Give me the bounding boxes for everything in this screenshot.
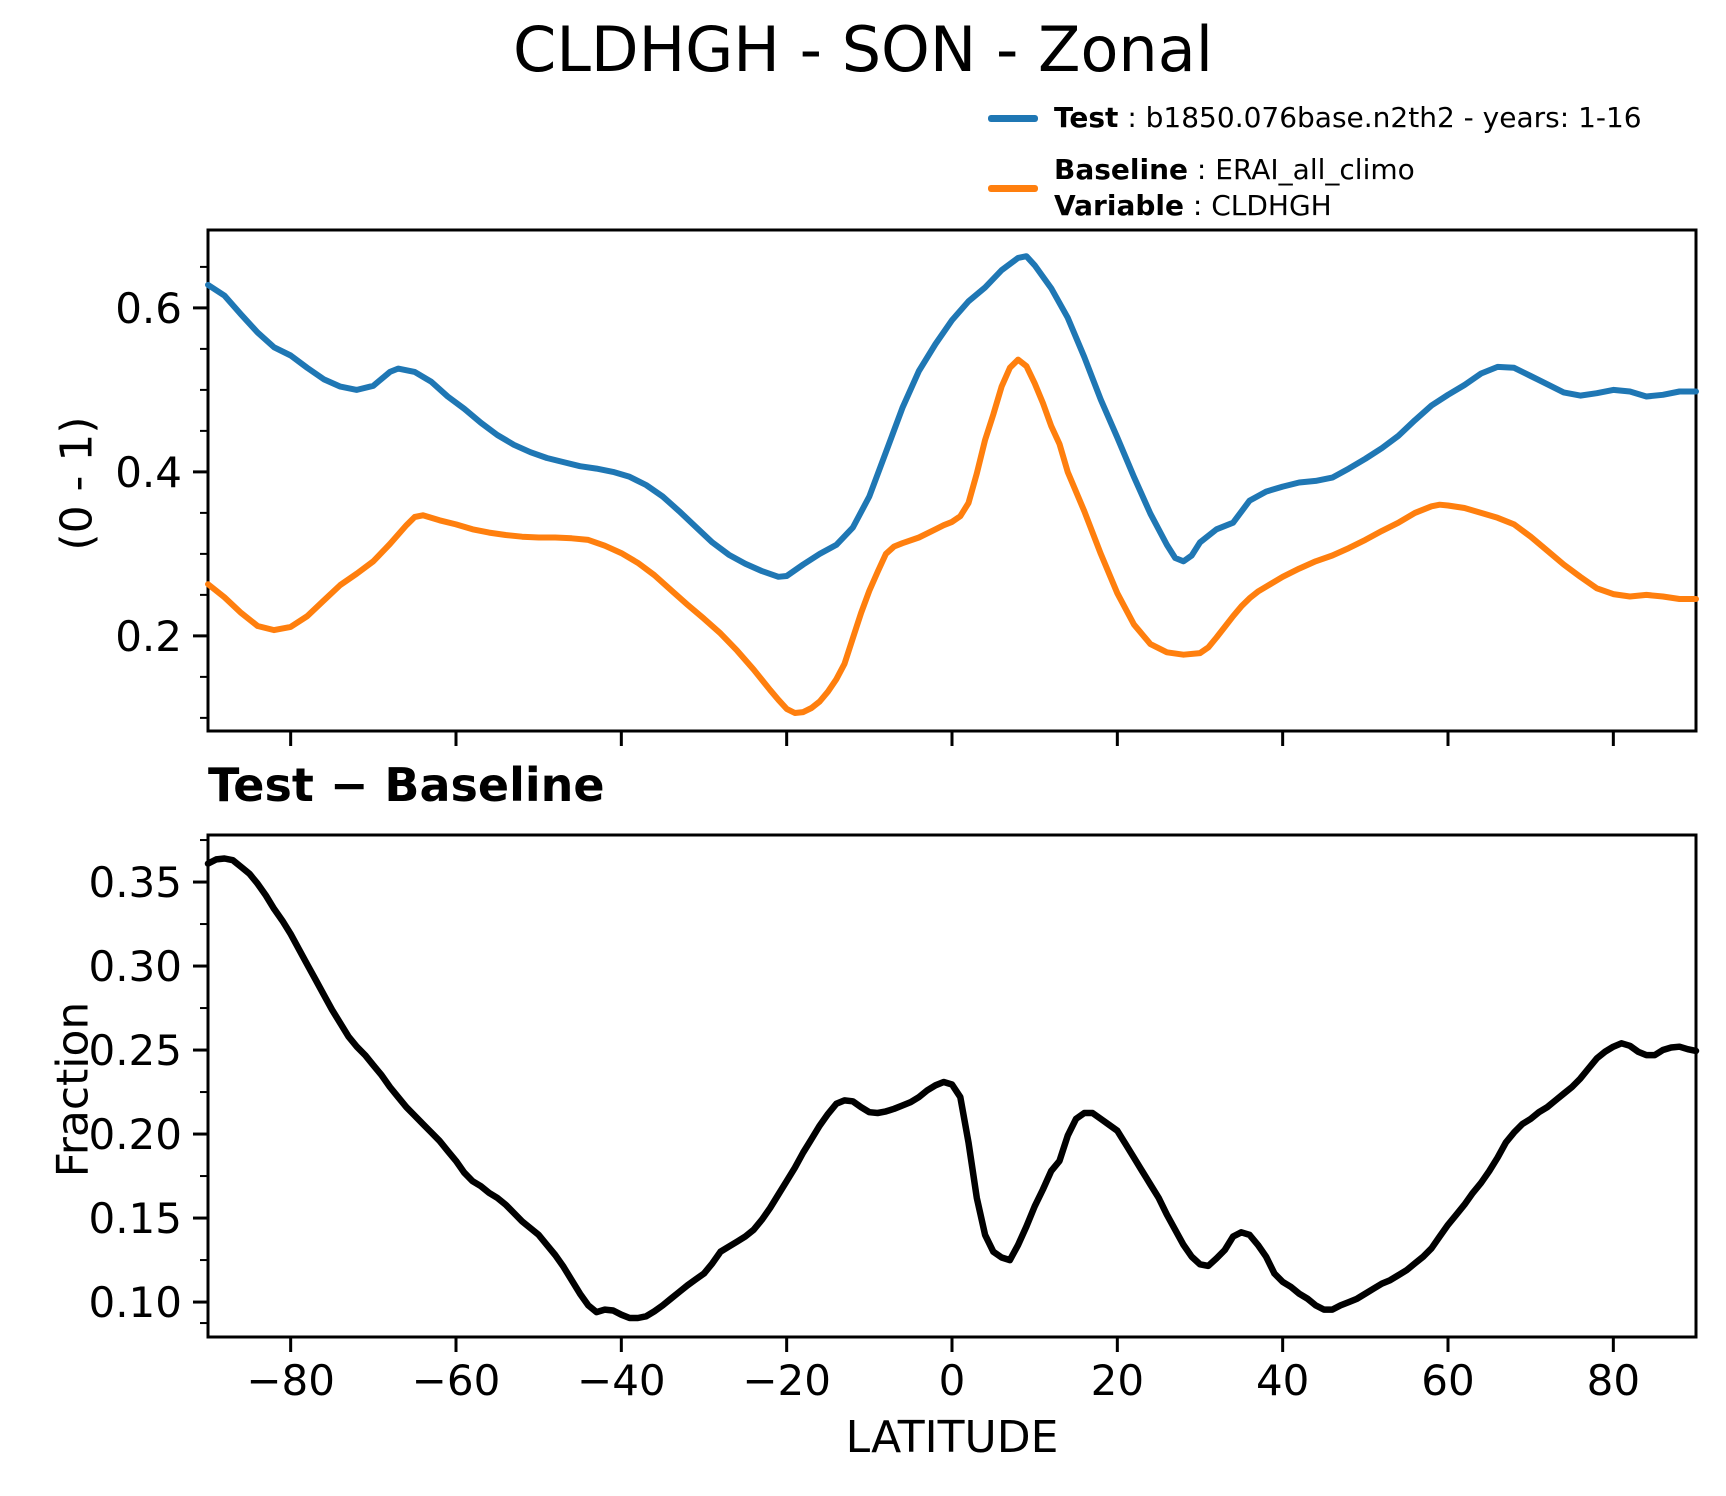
subplot-title-diff: Test − Baseline (208, 758, 605, 812)
x-tick-label: −40 (577, 1356, 666, 1405)
x-tick-label: 0 (939, 1356, 966, 1405)
y-tick-label: 0.4 (115, 448, 182, 497)
x-tick-label: −20 (742, 1356, 831, 1405)
x-tick-label: −80 (246, 1356, 335, 1405)
x-tick-label: 20 (1091, 1356, 1144, 1405)
x-tick-label: 60 (1421, 1356, 1474, 1405)
page-title: CLDHGH - SON - Zonal (513, 13, 1213, 86)
legend-baseline-name: Baseline (1054, 153, 1189, 186)
y-tick-label: 0.35 (88, 858, 182, 907)
y-tick-label: 0.30 (88, 942, 182, 991)
y-tick-label: 0.25 (88, 1026, 182, 1075)
x-tick-label: 40 (1256, 1356, 1309, 1405)
x-tick-label: −60 (412, 1356, 501, 1405)
legend-test-value: : b1850.076base.n2th2 - years: 1-16 (1118, 101, 1642, 134)
difference-axes: −80 −60 −40 −20 0 20 40 60 80 0.10 0.15 0.20 0.25 0.3… (88, 833, 1700, 1405)
y-tick-label: 0.15 (88, 1194, 182, 1243)
legend-entry-test: Test : b1850.076base.n2th2 - years: 1-16 (988, 100, 1642, 136)
legend-variable-name: Variable (1054, 189, 1184, 222)
series-line-test (205, 253, 1699, 580)
zonal-means-axes: 0.2 0.4 0.6 (115, 228, 1699, 746)
legend-baseline-value: : ERAI_all_climo (1188, 153, 1415, 186)
y-tick-label: 0.10 (88, 1278, 182, 1327)
y-tick-label: 0.2 (115, 612, 182, 661)
series-line-baseline (205, 356, 1699, 716)
axes-frame (206, 228, 1698, 733)
series-line-test-baseline (204, 855, 1700, 1322)
legend-variable-value: : CLDHGH (1183, 189, 1332, 222)
y-tick-label: 0.20 (88, 1110, 182, 1159)
legend-entry-baseline: Baseline : ERAI_all_climo Variable : CLDH… (988, 152, 1642, 224)
legend: Test : b1850.076base.n2th2 - years: 1-16… (988, 100, 1642, 224)
test-line-swatch (988, 114, 1038, 122)
legend-test-label: Test : b1850.076base.n2th2 - years: 1-16 (1054, 100, 1642, 136)
legend-baseline-label: Baseline : ERAI_all_climo Variable : CLDH… (1054, 152, 1415, 224)
xaxis-label: LATITUDE (845, 1412, 1059, 1463)
x-tick-label: 80 (1587, 1356, 1640, 1405)
legend-test-name: Test (1054, 101, 1119, 134)
baseline-line-swatch (988, 184, 1038, 192)
y-tick-label: 0.6 (115, 284, 182, 333)
